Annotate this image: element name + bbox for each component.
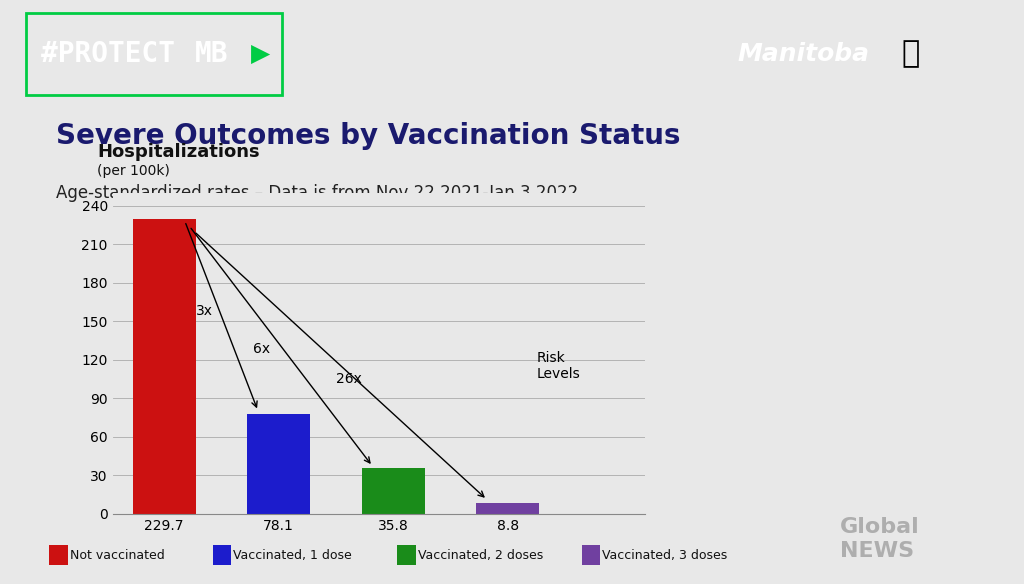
Bar xyxy=(247,413,310,514)
Text: Global
NEWS: Global NEWS xyxy=(840,517,920,561)
Text: 6x: 6x xyxy=(254,342,270,356)
Text: MB: MB xyxy=(195,40,228,68)
Text: Not vaccinated: Not vaccinated xyxy=(70,550,165,562)
Text: 3x: 3x xyxy=(197,304,213,318)
Text: ▶: ▶ xyxy=(251,42,270,66)
Bar xyxy=(476,503,540,514)
Bar xyxy=(361,468,425,514)
Text: Manitoba: Manitoba xyxy=(737,42,869,66)
Text: #PROTECT: #PROTECT xyxy=(41,40,191,68)
Text: Vaccinated, 3 doses: Vaccinated, 3 doses xyxy=(602,550,727,562)
Bar xyxy=(133,219,196,514)
Text: Hospitalizations: Hospitalizations xyxy=(97,142,260,161)
Text: Severe Outcomes by Vaccination Status: Severe Outcomes by Vaccination Status xyxy=(56,122,681,150)
Text: Vaccinated, 2 doses: Vaccinated, 2 doses xyxy=(418,550,543,562)
Text: Vaccinated, 1 dose: Vaccinated, 1 dose xyxy=(233,550,352,562)
Text: 🦬: 🦬 xyxy=(901,40,920,68)
Text: 26x: 26x xyxy=(336,372,361,386)
Text: Risk
Levels: Risk Levels xyxy=(537,351,580,381)
Text: (per 100k): (per 100k) xyxy=(97,164,170,178)
Text: Age-standardized rates – Data is from Nov 22 2021-Jan 3 2022: Age-standardized rates – Data is from No… xyxy=(56,184,579,202)
